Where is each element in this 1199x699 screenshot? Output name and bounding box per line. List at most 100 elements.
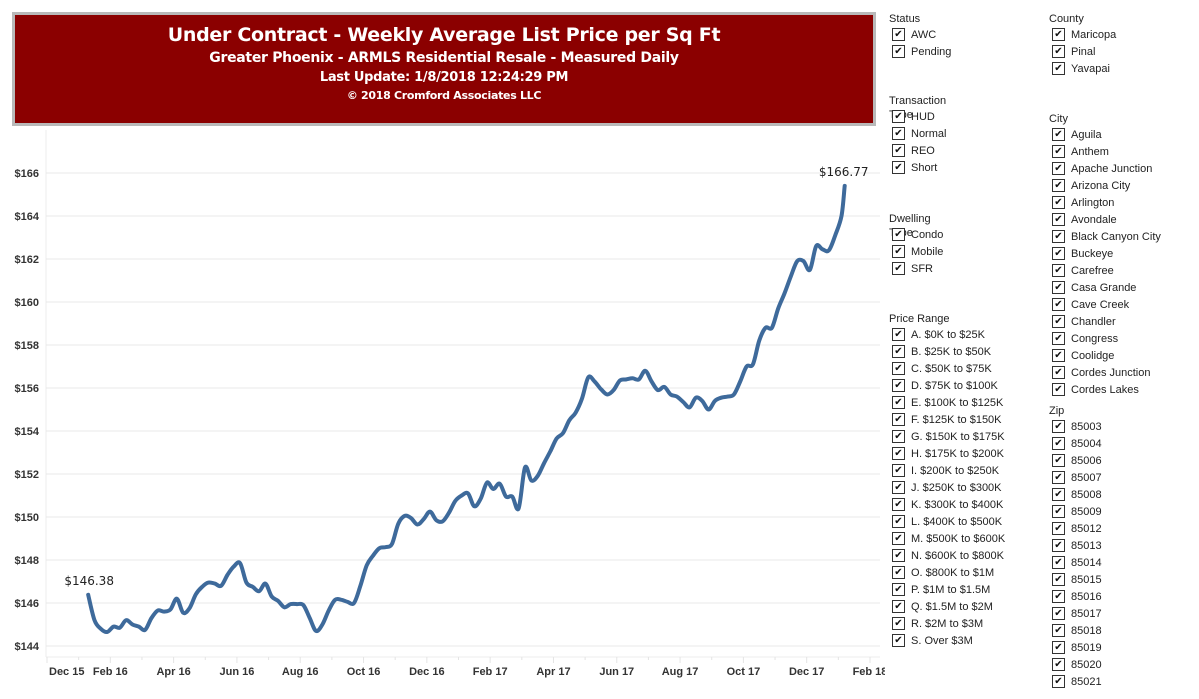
filter-option[interactable]: ✔ G. $150K to $175K (889, 428, 1005, 445)
filter-option[interactable]: ✔ Pending (889, 43, 951, 60)
checkbox-checked-icon[interactable]: ✔ (1052, 488, 1065, 501)
filter-option[interactable]: ✔ O. $800K to $1M (889, 564, 1005, 581)
checkbox-checked-icon[interactable]: ✔ (892, 617, 905, 630)
filter-option[interactable]: ✔ C. $50K to $75K (889, 360, 1005, 377)
checkbox-checked-icon[interactable]: ✔ (892, 161, 905, 174)
filter-option[interactable]: ✔ Congress (1049, 330, 1161, 347)
filter-option[interactable]: ✔ A. $0K to $25K (889, 326, 1005, 343)
filter-option[interactable]: ✔ J. $250K to $300K (889, 479, 1005, 496)
filter-option[interactable]: ✔ 85004 (1049, 435, 1102, 452)
checkbox-checked-icon[interactable]: ✔ (892, 28, 905, 41)
checkbox-checked-icon[interactable]: ✔ (892, 515, 905, 528)
filter-option[interactable]: ✔ Carefree (1049, 262, 1161, 279)
checkbox-checked-icon[interactable]: ✔ (892, 566, 905, 579)
checkbox-checked-icon[interactable]: ✔ (892, 413, 905, 426)
checkbox-checked-icon[interactable]: ✔ (892, 379, 905, 392)
filter-option[interactable]: ✔ 85016 (1049, 588, 1102, 605)
checkbox-checked-icon[interactable]: ✔ (892, 532, 905, 545)
filter-option[interactable]: ✔ Condo (889, 226, 943, 243)
filter-option[interactable]: ✔ SFR (889, 260, 943, 277)
filter-option[interactable]: ✔ Buckeye (1049, 245, 1161, 262)
filter-option[interactable]: ✔ B. $25K to $50K (889, 343, 1005, 360)
checkbox-checked-icon[interactable]: ✔ (892, 245, 905, 258)
checkbox-checked-icon[interactable]: ✔ (1052, 607, 1065, 620)
filter-option[interactable]: ✔ I. $200K to $250K (889, 462, 1005, 479)
checkbox-checked-icon[interactable]: ✔ (1052, 573, 1065, 586)
filter-option[interactable]: ✔ AWC (889, 26, 951, 43)
filter-option[interactable]: ✔ R. $2M to $3M (889, 615, 1005, 632)
checkbox-checked-icon[interactable]: ✔ (1052, 437, 1065, 450)
filter-option[interactable]: ✔ F. $125K to $150K (889, 411, 1005, 428)
filter-option[interactable]: ✔ Q. $1.5M to $2M (889, 598, 1005, 615)
checkbox-checked-icon[interactable]: ✔ (1052, 675, 1065, 688)
checkbox-checked-icon[interactable]: ✔ (1052, 556, 1065, 569)
checkbox-checked-icon[interactable]: ✔ (892, 262, 905, 275)
filter-option[interactable]: ✔ 85008 (1049, 486, 1102, 503)
checkbox-checked-icon[interactable]: ✔ (1052, 145, 1065, 158)
filter-option[interactable]: ✔ 85017 (1049, 605, 1102, 622)
checkbox-checked-icon[interactable]: ✔ (1052, 196, 1065, 209)
filter-option[interactable]: ✔ Arizona City (1049, 177, 1161, 194)
checkbox-checked-icon[interactable]: ✔ (1052, 420, 1065, 433)
filter-option[interactable]: ✔ Yavapai (1049, 60, 1116, 77)
filter-option[interactable]: ✔ 85007 (1049, 469, 1102, 486)
filter-option[interactable]: ✔ Normal (889, 125, 946, 142)
filter-option[interactable]: ✔ Short (889, 159, 946, 176)
checkbox-checked-icon[interactable]: ✔ (1052, 281, 1065, 294)
filter-option[interactable]: ✔ 85006 (1049, 452, 1102, 469)
filter-option[interactable]: ✔ 85009 (1049, 503, 1102, 520)
filter-option[interactable]: ✔ Apache Junction (1049, 160, 1161, 177)
checkbox-checked-icon[interactable]: ✔ (892, 600, 905, 613)
filter-option[interactable]: ✔ K. $300K to $400K (889, 496, 1005, 513)
checkbox-checked-icon[interactable]: ✔ (1052, 128, 1065, 141)
checkbox-checked-icon[interactable]: ✔ (892, 144, 905, 157)
filter-option[interactable]: ✔ Avondale (1049, 211, 1161, 228)
filter-option[interactable]: ✔ Mobile (889, 243, 943, 260)
filter-option[interactable]: ✔ Arlington (1049, 194, 1161, 211)
checkbox-checked-icon[interactable]: ✔ (892, 345, 905, 358)
filter-option[interactable]: ✔ P. $1M to $1.5M (889, 581, 1005, 598)
checkbox-checked-icon[interactable]: ✔ (892, 549, 905, 562)
checkbox-checked-icon[interactable]: ✔ (1052, 366, 1065, 379)
checkbox-checked-icon[interactable]: ✔ (1052, 264, 1065, 277)
checkbox-checked-icon[interactable]: ✔ (892, 362, 905, 375)
checkbox-checked-icon[interactable]: ✔ (1052, 624, 1065, 637)
checkbox-checked-icon[interactable]: ✔ (892, 110, 905, 123)
filter-option[interactable]: ✔ Anthem (1049, 143, 1161, 160)
checkbox-checked-icon[interactable]: ✔ (892, 45, 905, 58)
checkbox-checked-icon[interactable]: ✔ (1052, 539, 1065, 552)
filter-option[interactable]: ✔ HUD (889, 108, 946, 125)
checkbox-checked-icon[interactable]: ✔ (892, 447, 905, 460)
checkbox-checked-icon[interactable]: ✔ (892, 396, 905, 409)
checkbox-checked-icon[interactable]: ✔ (892, 481, 905, 494)
filter-option[interactable]: ✔ REO (889, 142, 946, 159)
filter-option[interactable]: ✔ 85019 (1049, 639, 1102, 656)
filter-option[interactable]: ✔ 85020 (1049, 656, 1102, 673)
checkbox-checked-icon[interactable]: ✔ (1052, 62, 1065, 75)
checkbox-checked-icon[interactable]: ✔ (1052, 383, 1065, 396)
checkbox-checked-icon[interactable]: ✔ (892, 328, 905, 341)
checkbox-checked-icon[interactable]: ✔ (892, 228, 905, 241)
filter-option[interactable]: ✔ Coolidge (1049, 347, 1161, 364)
filter-option[interactable]: ✔ 85013 (1049, 537, 1102, 554)
checkbox-checked-icon[interactable]: ✔ (892, 634, 905, 647)
checkbox-checked-icon[interactable]: ✔ (1052, 522, 1065, 535)
filter-option[interactable]: ✔ Black Canyon City (1049, 228, 1161, 245)
filter-option[interactable]: ✔ Cave Creek (1049, 296, 1161, 313)
filter-option[interactable]: ✔ Cordes Lakes (1049, 381, 1161, 398)
checkbox-checked-icon[interactable]: ✔ (1052, 213, 1065, 226)
checkbox-checked-icon[interactable]: ✔ (1052, 454, 1065, 467)
filter-option[interactable]: ✔ D. $75K to $100K (889, 377, 1005, 394)
checkbox-checked-icon[interactable]: ✔ (1052, 658, 1065, 671)
filter-option[interactable]: ✔ 85015 (1049, 571, 1102, 588)
filter-option[interactable]: ✔ H. $175K to $200K (889, 445, 1005, 462)
checkbox-checked-icon[interactable]: ✔ (1052, 179, 1065, 192)
checkbox-checked-icon[interactable]: ✔ (1052, 349, 1065, 362)
checkbox-checked-icon[interactable]: ✔ (1052, 247, 1065, 260)
filter-option[interactable]: ✔ E. $100K to $125K (889, 394, 1005, 411)
checkbox-checked-icon[interactable]: ✔ (892, 464, 905, 477)
filter-option[interactable]: ✔ Cordes Junction (1049, 364, 1161, 381)
checkbox-checked-icon[interactable]: ✔ (1052, 162, 1065, 175)
filter-option[interactable]: ✔ Maricopa (1049, 26, 1116, 43)
checkbox-checked-icon[interactable]: ✔ (1052, 641, 1065, 654)
